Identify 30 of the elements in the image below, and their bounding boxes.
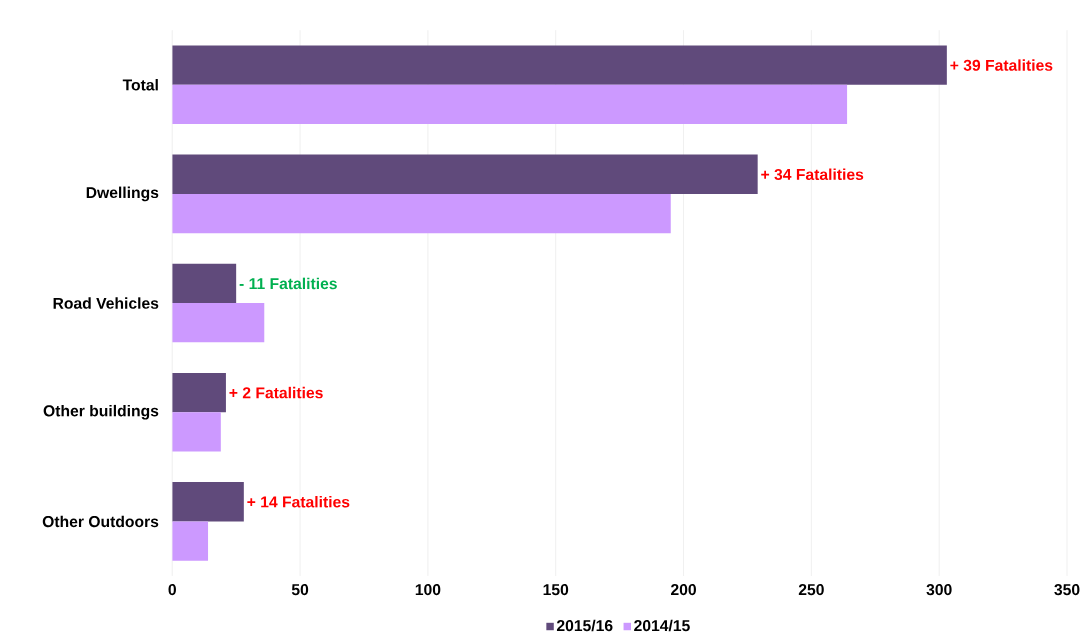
x-tick-label: 200 bbox=[671, 584, 696, 596]
x-tick-label: 250 bbox=[798, 584, 824, 596]
bar bbox=[172, 154, 758, 195]
annotation: + 14 Fatalities bbox=[247, 496, 350, 508]
y-tick-label: Other buildings bbox=[43, 405, 159, 420]
y-tick-label: Road Vehicles bbox=[53, 297, 159, 310]
bar bbox=[172, 263, 237, 304]
x-tick-label: 0 bbox=[168, 584, 176, 596]
bar bbox=[172, 482, 244, 522]
bar bbox=[172, 412, 221, 452]
x-tick-label: 300 bbox=[926, 584, 952, 596]
legend-label: 2014/15 bbox=[634, 619, 690, 632]
y-tick-label: Dwellings bbox=[86, 186, 159, 202]
y-tick-label: Total bbox=[122, 79, 158, 91]
annotation: + 39 Fatalities bbox=[950, 59, 1053, 72]
x-tick-label: 50 bbox=[291, 584, 309, 596]
x-tick-label: 100 bbox=[415, 584, 441, 596]
legend-label: 2015/16 bbox=[556, 619, 613, 632]
annotation: - 11 Fatalities bbox=[239, 277, 337, 290]
x-tick-label: 150 bbox=[543, 584, 569, 596]
bar bbox=[172, 373, 226, 413]
bar bbox=[172, 84, 848, 125]
y-tick-label: Other Outdoors bbox=[42, 515, 159, 528]
bar bbox=[172, 194, 671, 234]
x-tick-label: 350 bbox=[1054, 584, 1080, 596]
annotation: + 2 Fatalities bbox=[229, 387, 323, 399]
bar bbox=[172, 521, 209, 561]
bar bbox=[172, 45, 947, 85]
annotation: + 34 Fatalities bbox=[761, 168, 864, 181]
bar bbox=[172, 303, 265, 343]
